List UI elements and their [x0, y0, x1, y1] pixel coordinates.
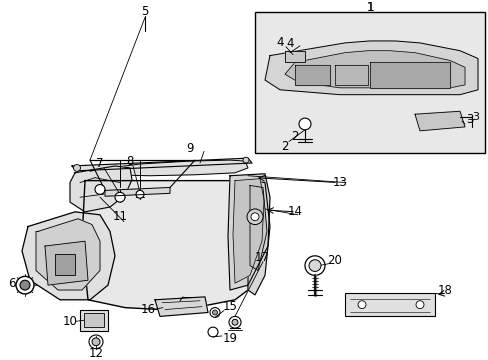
Polygon shape [294, 66, 329, 85]
Circle shape [207, 327, 218, 337]
Polygon shape [72, 158, 251, 171]
Circle shape [308, 260, 320, 271]
Bar [84, 314, 104, 327]
Text: 5: 5 [141, 5, 148, 18]
Polygon shape [90, 160, 247, 176]
Polygon shape [232, 179, 264, 283]
Circle shape [20, 280, 30, 290]
Text: 19: 19 [222, 332, 237, 345]
Bar [254, 12, 484, 153]
Circle shape [250, 213, 259, 221]
Circle shape [298, 118, 310, 130]
Polygon shape [285, 51, 464, 88]
Polygon shape [227, 174, 269, 290]
Circle shape [95, 185, 105, 194]
Circle shape [231, 319, 238, 325]
Polygon shape [249, 185, 266, 270]
Text: 6: 6 [8, 277, 16, 290]
Text: 10: 10 [62, 315, 77, 328]
Text: 20: 20 [327, 254, 342, 267]
Polygon shape [264, 41, 477, 95]
Text: 2: 2 [281, 140, 288, 153]
Text: 12: 12 [88, 347, 103, 360]
Polygon shape [285, 51, 305, 62]
Polygon shape [45, 241, 88, 285]
Text: 8: 8 [126, 154, 133, 168]
Polygon shape [22, 212, 115, 300]
Polygon shape [414, 111, 464, 131]
Polygon shape [369, 62, 449, 88]
Polygon shape [105, 188, 170, 196]
Polygon shape [155, 297, 207, 316]
Circle shape [415, 301, 423, 309]
Circle shape [357, 301, 365, 309]
Polygon shape [247, 181, 269, 295]
Polygon shape [70, 166, 132, 212]
Text: 2: 2 [291, 130, 298, 143]
Polygon shape [82, 181, 247, 310]
Text: 16: 16 [140, 303, 155, 316]
Circle shape [89, 335, 103, 348]
Text: 11: 11 [112, 210, 127, 223]
Bar [55, 254, 75, 275]
Circle shape [246, 209, 263, 225]
Circle shape [212, 310, 217, 315]
Circle shape [305, 256, 325, 275]
Circle shape [16, 276, 34, 294]
Circle shape [228, 316, 241, 328]
Text: 17: 17 [254, 251, 269, 264]
Text: 3: 3 [466, 113, 473, 126]
Circle shape [209, 307, 220, 318]
Text: 1: 1 [366, 1, 373, 14]
Bar [80, 310, 108, 331]
Text: 3: 3 [471, 112, 479, 122]
Circle shape [243, 157, 248, 163]
Polygon shape [334, 66, 367, 85]
Circle shape [115, 192, 125, 202]
Bar [345, 293, 434, 316]
Text: 15: 15 [222, 300, 237, 313]
Polygon shape [36, 219, 100, 290]
Circle shape [73, 165, 81, 171]
Text: 18: 18 [437, 284, 451, 297]
Text: 4: 4 [276, 36, 283, 49]
Text: 4: 4 [285, 37, 293, 50]
Text: 9: 9 [186, 142, 193, 155]
Text: 13: 13 [332, 176, 347, 189]
Circle shape [136, 190, 143, 198]
Text: 14: 14 [287, 205, 302, 219]
Text: 7: 7 [96, 157, 103, 170]
Circle shape [92, 338, 100, 346]
Text: 1: 1 [366, 1, 373, 14]
